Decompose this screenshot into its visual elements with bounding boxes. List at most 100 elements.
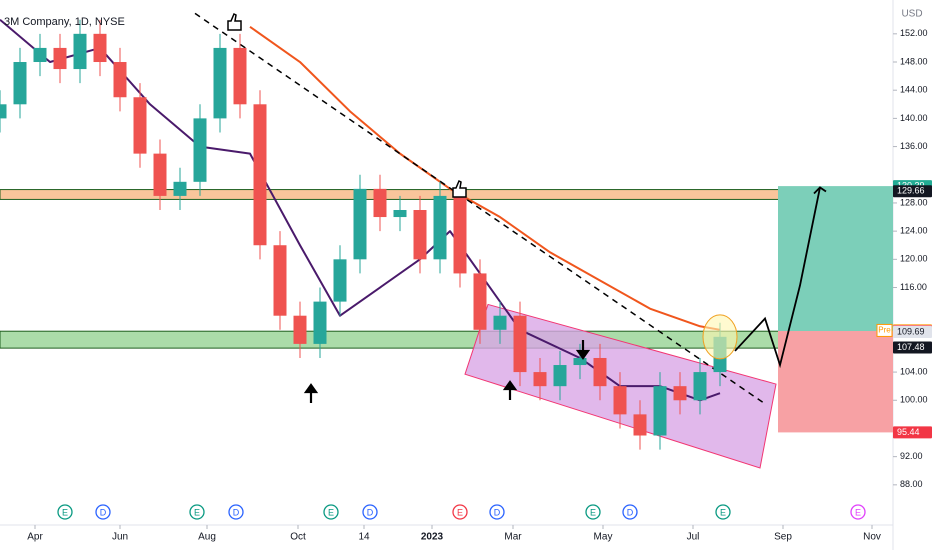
x-tick-label: Jun [112, 532, 128, 543]
y-tick-label: 128.00 [900, 197, 928, 207]
event-marker [362, 504, 378, 520]
x-tick-label: Nov [863, 532, 881, 543]
event-marker [585, 504, 601, 520]
event-label: E [62, 507, 68, 517]
candle-body [0, 104, 7, 119]
price-label-bg [893, 341, 932, 354]
price-prefix: Pre [878, 326, 891, 335]
event-marker [323, 504, 339, 520]
x-tick-label: Oct [290, 532, 306, 543]
annotation-arrows [303, 340, 591, 403]
projection-path [734, 187, 821, 369]
candle-body [433, 195, 447, 260]
event-marker [228, 504, 244, 520]
candle-body [653, 386, 667, 436]
y-tick-label: 116.00 [900, 282, 927, 292]
event-label: E [855, 507, 861, 517]
event-label: D [627, 507, 634, 517]
candle-body [113, 62, 127, 98]
candle-body [173, 181, 187, 196]
candle-body [573, 357, 587, 366]
candle-body [313, 301, 327, 344]
price-label: 129.66 [897, 186, 925, 196]
candle-body [353, 188, 367, 260]
candle-body [693, 372, 707, 401]
x-tick-label: Jul [687, 532, 700, 543]
y-tick-label: 136.00 [900, 141, 928, 151]
candle-body [613, 386, 627, 415]
price-label: 95.44 [897, 427, 920, 437]
candle-body [673, 386, 687, 401]
y-tick-label: 104.00 [900, 366, 928, 376]
candle-body [273, 245, 287, 316]
candle-body [293, 315, 307, 344]
trendline [194, 12, 766, 405]
price-label-bg [893, 185, 932, 198]
price-zone [0, 330, 893, 349]
event-label: E [590, 507, 596, 517]
candle-body [513, 315, 527, 373]
y-tick-label: 100.00 [900, 395, 928, 405]
y-tick-label: 120.00 [900, 254, 928, 264]
y-tick-label: 152.00 [900, 28, 928, 38]
candle-body [33, 47, 47, 63]
y-tick-label: 140.00 [900, 113, 928, 123]
y-tick-label: 92.00 [900, 451, 923, 461]
candle-body [153, 153, 167, 196]
x-tick-label: Mar [504, 532, 522, 543]
event-marker [622, 504, 638, 520]
y-tick-label: 124.00 [900, 226, 928, 236]
plot-area [0, 12, 893, 469]
candle-body [13, 62, 27, 105]
candle-body [633, 414, 647, 436]
candle-body [493, 315, 507, 330]
price-prefix-bg [876, 323, 893, 337]
event-marker [452, 504, 468, 520]
highlight-circle [702, 314, 738, 360]
candle-body [73, 33, 87, 70]
hand-icons [227, 12, 467, 198]
candle-body [553, 365, 567, 387]
y-tick-label: 144.00 [900, 85, 928, 95]
event-marker [189, 504, 205, 520]
y-tick-label: 88.00 [900, 479, 923, 489]
event-marker [489, 504, 505, 520]
event-label: E [194, 507, 200, 517]
candle-body [193, 118, 207, 182]
event-label: D [494, 507, 501, 517]
event-marker [715, 504, 731, 520]
x-tick-label: 14 [358, 532, 370, 543]
projection-arrowhead [813, 186, 827, 195]
candle-body [253, 104, 267, 246]
chart-title: 3M Company, 1D, NYSE [4, 16, 125, 28]
event-label: D [367, 507, 374, 517]
currency: USD [901, 9, 922, 20]
candle-body [233, 47, 247, 105]
moving-average [249, 25, 721, 331]
candle-body [453, 195, 467, 274]
candle-body [373, 188, 387, 218]
x-tick-label: 2023 [421, 532, 444, 543]
event-marker [95, 504, 111, 520]
candle-body [333, 259, 347, 302]
profit-zone [778, 186, 893, 331]
candle-body [593, 357, 607, 387]
price-label: 107.48 [897, 342, 925, 352]
event-label: D [100, 507, 107, 517]
candle-body [213, 47, 227, 119]
candle-body [473, 273, 487, 330]
x-tick-label: Apr [27, 532, 43, 543]
moving-average [0, 18, 721, 402]
price-label-bg [893, 325, 932, 338]
candle-body [133, 97, 147, 154]
candle-body [533, 372, 547, 387]
event-label: E [457, 507, 463, 517]
candle-body [393, 210, 407, 218]
x-tick-label: May [594, 532, 613, 543]
event-label: E [720, 507, 726, 517]
candle-body [413, 210, 427, 260]
event-marker [850, 504, 866, 520]
loss-zone [778, 330, 893, 433]
